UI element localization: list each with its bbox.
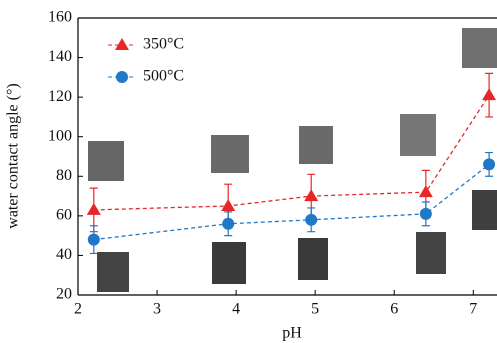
inset-photo — [472, 190, 497, 230]
data-point — [304, 189, 319, 202]
inset-photo — [416, 232, 446, 274]
data-point — [305, 213, 318, 226]
inset-photo — [88, 141, 124, 181]
inset-photo — [211, 135, 249, 173]
y-axis-label: water contact angle (°) — [5, 83, 22, 228]
x-tick-label: 7 — [469, 301, 477, 318]
inset-photo — [298, 238, 328, 280]
data-point — [483, 158, 496, 171]
data-point — [418, 185, 433, 198]
y-tick-label: 80 — [56, 167, 72, 184]
legend-label: 500°C — [143, 68, 184, 85]
x-tick-label: 5 — [311, 301, 319, 318]
x-tick-label: 6 — [390, 301, 398, 318]
y-tick-label: 120 — [48, 88, 72, 105]
inset-photos — [88, 28, 497, 292]
y-tick-label: 20 — [56, 286, 72, 303]
legend-label: 350°C — [143, 36, 184, 53]
inset-photo — [299, 126, 333, 164]
y-tick-label: 140 — [48, 48, 72, 65]
data-point — [222, 217, 235, 230]
data-point — [482, 88, 497, 101]
y-tick-label: 160 — [48, 9, 72, 26]
data-point — [221, 198, 236, 211]
x-tick-label: 4 — [232, 301, 240, 318]
inset-photo — [400, 114, 436, 156]
y-tick-label: 60 — [56, 207, 72, 224]
data-point — [86, 202, 101, 215]
y-tick-label: 40 — [56, 246, 72, 263]
inset-photo — [97, 252, 129, 292]
x-tick-label: 3 — [153, 301, 161, 318]
legend-marker — [116, 71, 128, 83]
x-tick-label: 2 — [74, 301, 82, 318]
data-point — [419, 207, 432, 220]
data-point — [87, 233, 100, 246]
x-axis-label: pH — [282, 325, 302, 342]
inset-photo — [212, 242, 246, 284]
legend-marker — [115, 38, 129, 50]
inset-photo — [462, 28, 497, 68]
y-tick-label: 100 — [48, 127, 72, 144]
